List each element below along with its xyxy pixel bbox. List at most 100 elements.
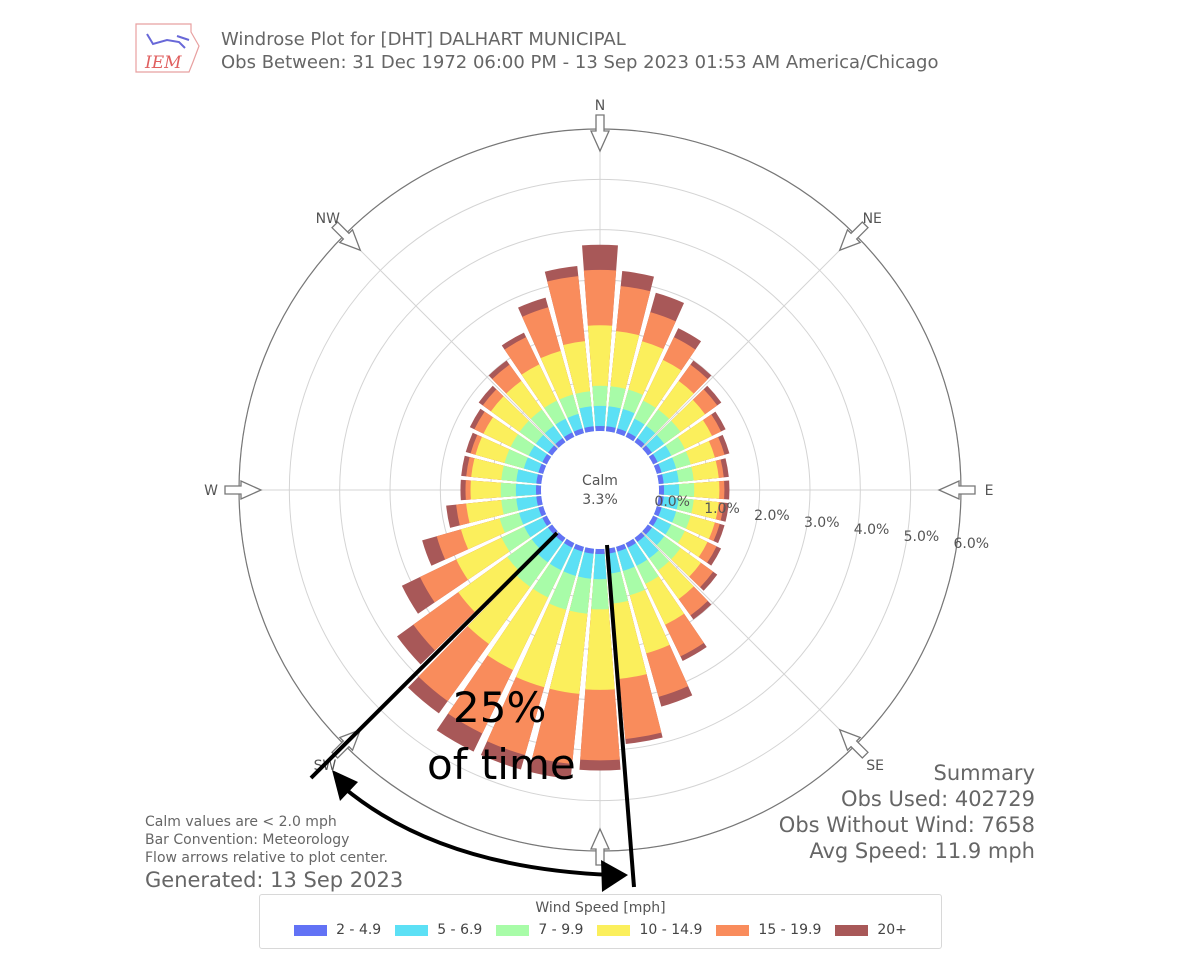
direction-arrow [331, 221, 362, 252]
wind-bar [625, 538, 636, 548]
wind-bar [605, 426, 616, 433]
legend-label: 20+ [877, 922, 907, 938]
legend-item: 10 - 14.9 [597, 922, 702, 938]
wind-bar [563, 543, 584, 576]
wind-bar [616, 428, 627, 437]
direction-arrow [224, 479, 263, 501]
wind-bar [548, 445, 558, 456]
legend-item: 7 - 9.9 [496, 922, 583, 938]
chart-title: Windrose Plot for [DHT] DALHART MUNICIPA… [221, 28, 939, 74]
wind-bar [536, 495, 543, 506]
summary-block: Summary Obs Used: 402729 Obs Without Win… [779, 760, 1035, 864]
annotation-of-time: of time [427, 740, 576, 789]
legend-swatch [496, 924, 530, 936]
annotation-line-left [309, 531, 559, 780]
arrow-shape [937, 479, 976, 501]
arrow-shape [838, 221, 869, 252]
annotation-line-right [605, 544, 636, 888]
radial-tick-label: 4.0% [854, 522, 890, 538]
radial-tick-label: 5.0% [904, 529, 940, 545]
wind-bar [653, 506, 662, 517]
direction-arrow [589, 827, 611, 866]
wind-bar [616, 543, 635, 571]
wind-bar [578, 547, 595, 579]
arrow-shape [224, 479, 263, 501]
legend-swatch [294, 924, 328, 936]
legend-item: 2 - 4.9 [294, 922, 381, 938]
wind-bar [634, 438, 645, 448]
radial-tick-label: 3.0% [804, 515, 840, 531]
wind-bar [564, 432, 575, 442]
wind-bar [542, 454, 552, 465]
wind-bar [535, 485, 542, 495]
direction-label-e: E [985, 483, 994, 499]
radial-tick-label: 1.0% [704, 501, 740, 517]
wind-bar [616, 409, 635, 437]
avg-speed: Avg Speed: 11.9 mph [809, 839, 1035, 863]
arrow-shape [331, 221, 362, 252]
wind-bar [658, 485, 665, 495]
calm-note: Calm values are < 2.0 mph [145, 814, 337, 830]
legend-swatch [835, 924, 869, 936]
wind-bar [564, 538, 575, 548]
wind-bar [642, 445, 652, 456]
wind-bar [536, 474, 543, 485]
wind-bar [519, 506, 547, 525]
radial-tick-label: 2.0% [754, 508, 790, 524]
title-line-1: Windrose Plot for [DHT] DALHART MUNICIPA… [221, 29, 626, 50]
bar-convention-note: Bar Convention: Meteorology [145, 832, 350, 848]
annotation-percent: 25% [453, 683, 547, 732]
direction-arrow [838, 728, 869, 759]
summary-title: Summary [933, 761, 1035, 785]
grid-spoke [344, 234, 559, 449]
wind-bar [555, 438, 566, 448]
radial-tick-label: 6.0% [953, 536, 989, 552]
legend-item: 5 - 6.9 [395, 922, 482, 938]
wind-bar [579, 406, 595, 433]
arrow-shape [589, 114, 611, 153]
direction-label-w: W [204, 483, 218, 499]
direction-label-ne: NE [863, 211, 882, 227]
wind-bar [653, 463, 662, 474]
direction-arrow [937, 479, 976, 501]
flow-arrows-note: Flow arrows relative to plot center. [145, 850, 388, 866]
legend-swatch [597, 924, 631, 936]
legend-swatch [395, 924, 429, 936]
wind-bar [593, 548, 607, 580]
wind-bar [595, 425, 605, 432]
wind-bar [605, 406, 621, 433]
wind-bar [657, 474, 664, 485]
calm-label: Calm [582, 473, 618, 489]
wind-bar [515, 483, 542, 497]
wind-bar [642, 524, 652, 535]
legend-label: 10 - 14.9 [639, 922, 703, 938]
wind-bar [585, 548, 615, 690]
iem-logo: IEM [133, 22, 203, 74]
arrow-shape [589, 827, 611, 866]
wind-bar [538, 463, 547, 474]
direction-label-se: SE [866, 758, 884, 774]
direction-label-n: N [595, 98, 605, 114]
direction-arrow [838, 221, 869, 252]
wind-bar [593, 405, 607, 432]
wind-bar [573, 543, 584, 552]
wind-bar [516, 469, 543, 485]
annotation-arrowhead-left [332, 770, 358, 801]
legend-swatch [716, 924, 750, 936]
grid-spoke [641, 234, 856, 449]
logo-text: IEM [144, 53, 182, 73]
wind-bar [634, 532, 645, 542]
wind-bar [549, 538, 575, 571]
wind-bar [573, 428, 584, 437]
annotation-arc [341, 785, 613, 877]
legend-label: 2 - 4.9 [336, 922, 382, 938]
wind-bar [584, 426, 595, 433]
direction-label-nw: NW [316, 211, 340, 227]
annotation-arrowhead-right [601, 860, 628, 892]
legend-label: 5 - 6.9 [437, 922, 483, 938]
calm-circle [541, 431, 659, 549]
legend-title: Wind Speed [mph] [535, 900, 666, 916]
wind-bar [648, 515, 658, 526]
wind-bar [538, 506, 547, 517]
